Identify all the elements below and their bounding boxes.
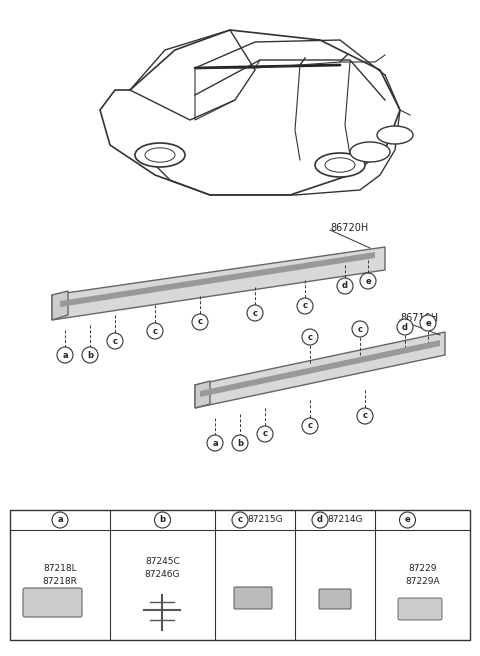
Circle shape xyxy=(82,347,98,363)
Text: a: a xyxy=(62,350,68,359)
Text: b: b xyxy=(237,438,243,447)
Text: 86720H: 86720H xyxy=(330,223,368,233)
Text: a: a xyxy=(57,516,63,525)
Text: b: b xyxy=(87,350,93,359)
Ellipse shape xyxy=(325,158,355,172)
FancyBboxPatch shape xyxy=(234,587,272,609)
Text: e: e xyxy=(405,516,410,525)
Text: c: c xyxy=(197,318,203,327)
Text: e: e xyxy=(425,319,431,327)
Circle shape xyxy=(52,512,68,528)
Circle shape xyxy=(302,329,318,345)
Text: 87215G: 87215G xyxy=(247,516,283,525)
Text: c: c xyxy=(112,337,118,346)
FancyBboxPatch shape xyxy=(398,598,442,620)
Circle shape xyxy=(352,321,368,337)
FancyBboxPatch shape xyxy=(319,589,351,609)
Text: d: d xyxy=(342,281,348,291)
Text: c: c xyxy=(308,333,312,342)
Text: c: c xyxy=(358,325,362,333)
Text: c: c xyxy=(153,327,157,335)
Polygon shape xyxy=(200,340,440,397)
Polygon shape xyxy=(195,332,445,408)
Circle shape xyxy=(232,435,248,451)
Text: 87218L
87218R: 87218L 87218R xyxy=(43,564,77,586)
Text: b: b xyxy=(159,516,166,525)
Circle shape xyxy=(312,512,328,528)
FancyBboxPatch shape xyxy=(23,588,82,617)
Circle shape xyxy=(207,435,223,451)
Text: 87245C
87246G: 87245C 87246G xyxy=(145,557,180,579)
Text: c: c xyxy=(263,430,267,438)
Text: 86710H: 86710H xyxy=(400,313,438,323)
Circle shape xyxy=(147,323,163,339)
Text: c: c xyxy=(252,308,257,318)
Ellipse shape xyxy=(350,142,390,162)
Text: c: c xyxy=(238,516,242,525)
Circle shape xyxy=(420,315,436,331)
Polygon shape xyxy=(60,252,375,307)
Bar xyxy=(10,510,470,640)
Text: d: d xyxy=(317,516,323,525)
Ellipse shape xyxy=(145,148,175,162)
Circle shape xyxy=(247,305,263,321)
Text: d: d xyxy=(402,323,408,331)
Text: e: e xyxy=(365,276,371,285)
Ellipse shape xyxy=(315,153,365,177)
Circle shape xyxy=(399,512,416,528)
Circle shape xyxy=(257,426,273,442)
Ellipse shape xyxy=(135,143,185,167)
Polygon shape xyxy=(52,291,68,320)
Ellipse shape xyxy=(377,126,413,144)
Circle shape xyxy=(357,408,373,424)
Circle shape xyxy=(57,347,73,363)
Text: c: c xyxy=(362,411,368,420)
Circle shape xyxy=(337,278,353,294)
Circle shape xyxy=(155,512,170,528)
Circle shape xyxy=(107,333,123,349)
Circle shape xyxy=(302,418,318,434)
Circle shape xyxy=(192,314,208,330)
Text: c: c xyxy=(308,422,312,430)
Text: a: a xyxy=(212,438,218,447)
Circle shape xyxy=(232,512,248,528)
Text: c: c xyxy=(302,302,308,310)
Text: 87214G: 87214G xyxy=(327,516,363,525)
Text: 87229
87229A: 87229 87229A xyxy=(405,564,440,586)
Polygon shape xyxy=(52,247,385,320)
Circle shape xyxy=(297,298,313,314)
Circle shape xyxy=(360,273,376,289)
Circle shape xyxy=(397,319,413,335)
Polygon shape xyxy=(195,381,210,408)
